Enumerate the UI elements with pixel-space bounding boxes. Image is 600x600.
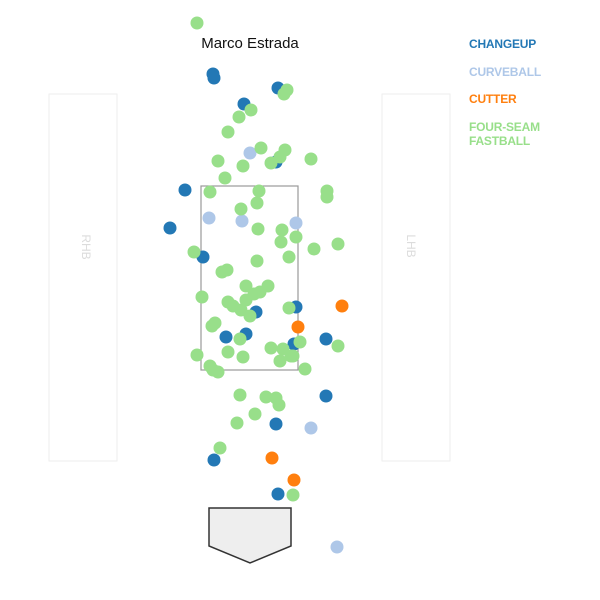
strike-zone bbox=[200, 185, 299, 371]
pitch-four-seam-fastball-44 bbox=[205, 319, 219, 333]
pitch-four-seam-fastball-18 bbox=[252, 184, 266, 198]
pitch-four-seam-fastball-17 bbox=[203, 185, 217, 199]
pitch-changeup-2 bbox=[207, 71, 221, 85]
pitch-cutter-2 bbox=[291, 320, 305, 334]
pitch-four-seam-fastball-67 bbox=[286, 488, 300, 502]
pitch-four-seam-fastball-27 bbox=[187, 245, 201, 259]
pitch-changeup-5 bbox=[178, 183, 192, 197]
pitch-four-seam-fastball-3 bbox=[277, 87, 291, 101]
pitch-four-seam-fastball-48 bbox=[221, 345, 235, 359]
legend-item-four-seam-fastball: FOUR-SEAM FASTBALL bbox=[469, 119, 540, 148]
pitch-cutter-4 bbox=[287, 473, 301, 487]
pitch-four-seam-fastball-25 bbox=[307, 242, 321, 256]
left-batter-box-label: RHB bbox=[79, 234, 93, 259]
pitch-four-seam-fastball-1 bbox=[190, 16, 204, 30]
pitch-four-seam-fastball-33 bbox=[239, 279, 253, 293]
left-batter-box bbox=[48, 93, 118, 462]
pitch-four-seam-fastball-46 bbox=[293, 335, 307, 349]
pitch-four-seam-fastball-26 bbox=[331, 237, 345, 251]
pitch-curveball-6 bbox=[330, 540, 344, 554]
home-plate bbox=[208, 507, 292, 564]
pitch-four-seam-fastball-45 bbox=[233, 332, 247, 346]
legend-item-cutter: CUTTER bbox=[469, 92, 517, 106]
pitch-four-seam-fastball-41 bbox=[243, 309, 257, 323]
pitch-four-seam-fastball-29 bbox=[250, 254, 264, 268]
pitch-four-seam-fastball-16 bbox=[320, 190, 334, 204]
pitch-four-seam-fastball-12 bbox=[211, 154, 225, 168]
pitch-four-seam-fastball-54 bbox=[211, 365, 225, 379]
pitch-curveball-4 bbox=[289, 216, 303, 230]
pitch-four-seam-fastball-22 bbox=[275, 223, 289, 237]
pitch-four-seam-fastball-49 bbox=[236, 350, 250, 364]
pitch-four-seam-fastball-20 bbox=[250, 196, 264, 210]
pitch-four-seam-fastball-65 bbox=[230, 416, 244, 430]
pitch-four-seam-fastball-51 bbox=[190, 348, 204, 362]
pitch-four-seam-fastball-24 bbox=[274, 235, 288, 249]
pitch-changeup-17 bbox=[207, 453, 221, 467]
pitch-four-seam-fastball-66 bbox=[213, 441, 227, 455]
pitch-four-seam-fastball-11 bbox=[304, 152, 318, 166]
pitch-changeup-16 bbox=[269, 417, 283, 431]
pitch-four-seam-fastball-37 bbox=[195, 290, 209, 304]
pitch-four-seam-fastball-5 bbox=[232, 110, 246, 124]
pitch-changeup-7 bbox=[163, 221, 177, 235]
pitch-four-seam-fastball-61 bbox=[259, 390, 273, 404]
pitch-four-seam-fastball-14 bbox=[218, 171, 232, 185]
pitch-changeup-18 bbox=[271, 487, 285, 501]
right-batter-box-label: LHB bbox=[404, 234, 418, 257]
pitch-four-seam-fastball-58 bbox=[298, 362, 312, 376]
pitch-four-seam-fastball-13 bbox=[236, 159, 250, 173]
pitch-changeup-15 bbox=[319, 389, 333, 403]
pitch-four-seam-fastball-42 bbox=[282, 301, 296, 315]
pitch-four-seam-fastball-59 bbox=[331, 339, 345, 353]
pitch-four-seam-fastball-64 bbox=[248, 407, 262, 421]
pitch-four-seam-fastball-4 bbox=[244, 103, 258, 117]
pitch-curveball-5 bbox=[304, 421, 318, 435]
pitch-four-seam-fastball-23 bbox=[289, 230, 303, 244]
pitch-curveball-1 bbox=[243, 146, 257, 160]
chart-title: Marco Estrada bbox=[201, 35, 299, 52]
pitch-four-seam-fastball-21 bbox=[251, 222, 265, 236]
pitch-four-seam-fastball-63 bbox=[272, 398, 286, 412]
pitch-changeup-11 bbox=[219, 330, 233, 344]
pitch-markers bbox=[163, 16, 349, 554]
pitch-four-seam-fastball-36 bbox=[239, 293, 253, 307]
pitch-curveball-2 bbox=[202, 211, 216, 225]
pitch-curveball-3 bbox=[235, 214, 249, 228]
pitch-changeup-14 bbox=[319, 332, 333, 346]
legend-item-changeup: CHANGEUP bbox=[469, 37, 537, 51]
pitch-four-seam-fastball-50 bbox=[264, 341, 278, 355]
pitch-four-seam-fastball-10 bbox=[264, 156, 278, 170]
legend: CHANGEUP CURVEBALL CUTTER FOUR-SEAM FAST… bbox=[469, 37, 599, 147]
pitch-four-seam-fastball-28 bbox=[282, 250, 296, 264]
pitch-four-seam-fastball-7 bbox=[254, 141, 268, 155]
pitch-four-seam-fastball-56 bbox=[284, 349, 298, 363]
right-batter-box bbox=[381, 93, 451, 462]
pitch-cutter-3 bbox=[265, 451, 279, 465]
legend-item-curveball: CURVEBALL bbox=[469, 64, 541, 79]
pitch-four-seam-fastball-60 bbox=[233, 388, 247, 402]
pitch-four-seam-fastball-31 bbox=[220, 263, 234, 277]
pitch-four-seam-fastball-6 bbox=[221, 125, 235, 139]
pitch-cutter-1 bbox=[335, 299, 349, 313]
pitch-four-seam-fastball-57 bbox=[273, 354, 287, 368]
pitch-four-seam-fastball-19 bbox=[234, 202, 248, 216]
